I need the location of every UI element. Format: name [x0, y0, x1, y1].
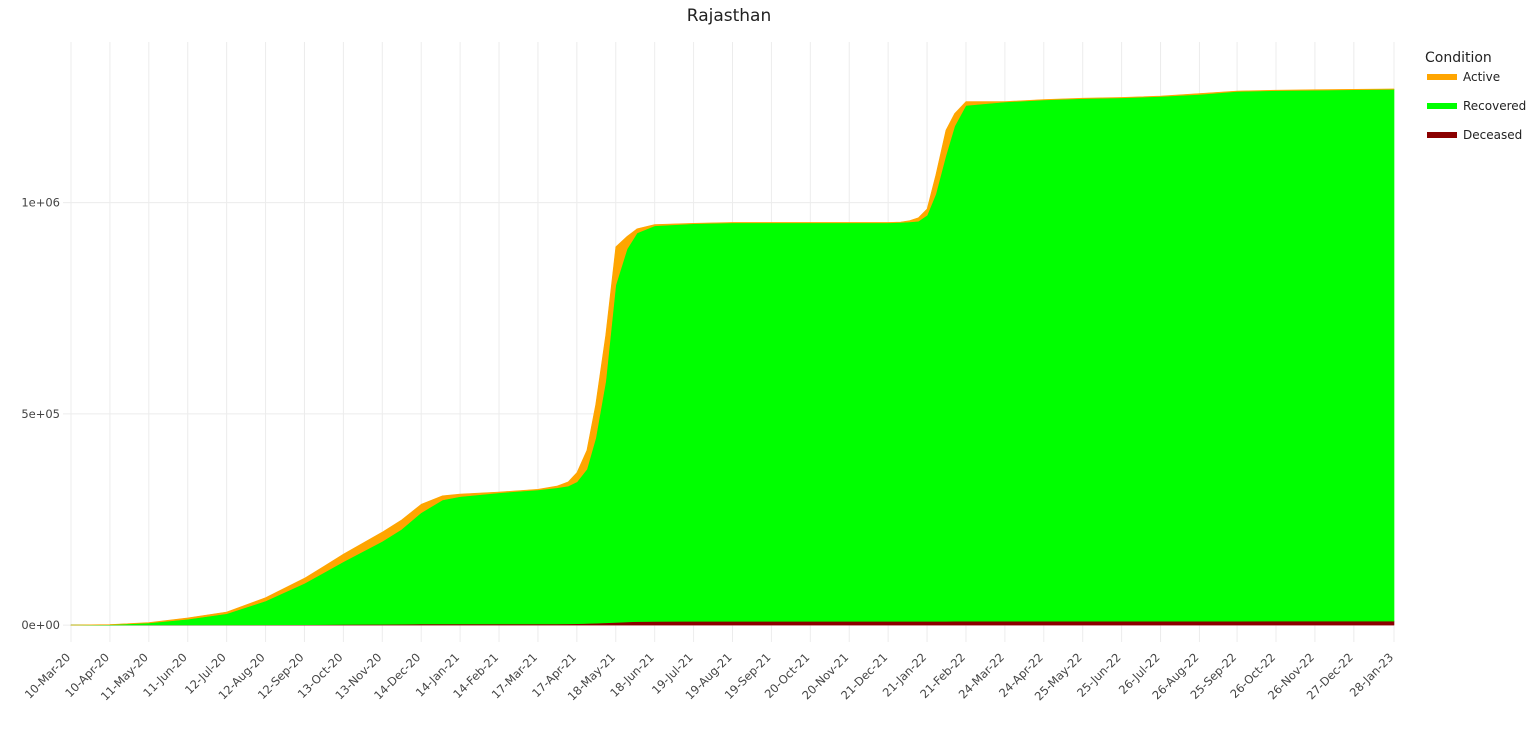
x-tick-label: 28-Jan-23 [1347, 650, 1396, 699]
legend-key-active [1427, 74, 1457, 80]
series-area-active [70, 88, 1395, 626]
chart-title: Rajasthan [687, 6, 772, 26]
y-tick-label: 1e+06 [21, 196, 60, 210]
legend-key-recovered [1427, 103, 1457, 109]
legend-title: Condition [1425, 50, 1492, 66]
legend-label-deceased: Deceased [1463, 128, 1522, 142]
y-tick-label: 5e+05 [21, 407, 60, 421]
stacked-areas [70, 88, 1395, 626]
legend-label-active: Active [1463, 70, 1500, 84]
y-tick-label: 0e+00 [21, 618, 60, 632]
y-axis-tick-labels: 0e+00 5e+05 1e+06 [21, 196, 60, 633]
legend-key-deceased [1427, 132, 1457, 138]
legend-label-recovered: Recovered [1463, 99, 1526, 113]
legend: Condition Active Recovered Deceased [1425, 50, 1526, 142]
x-axis-tick-labels: 10-Mar-2010-Apr-2011-May-2011-Jun-2012-J… [22, 650, 1396, 703]
